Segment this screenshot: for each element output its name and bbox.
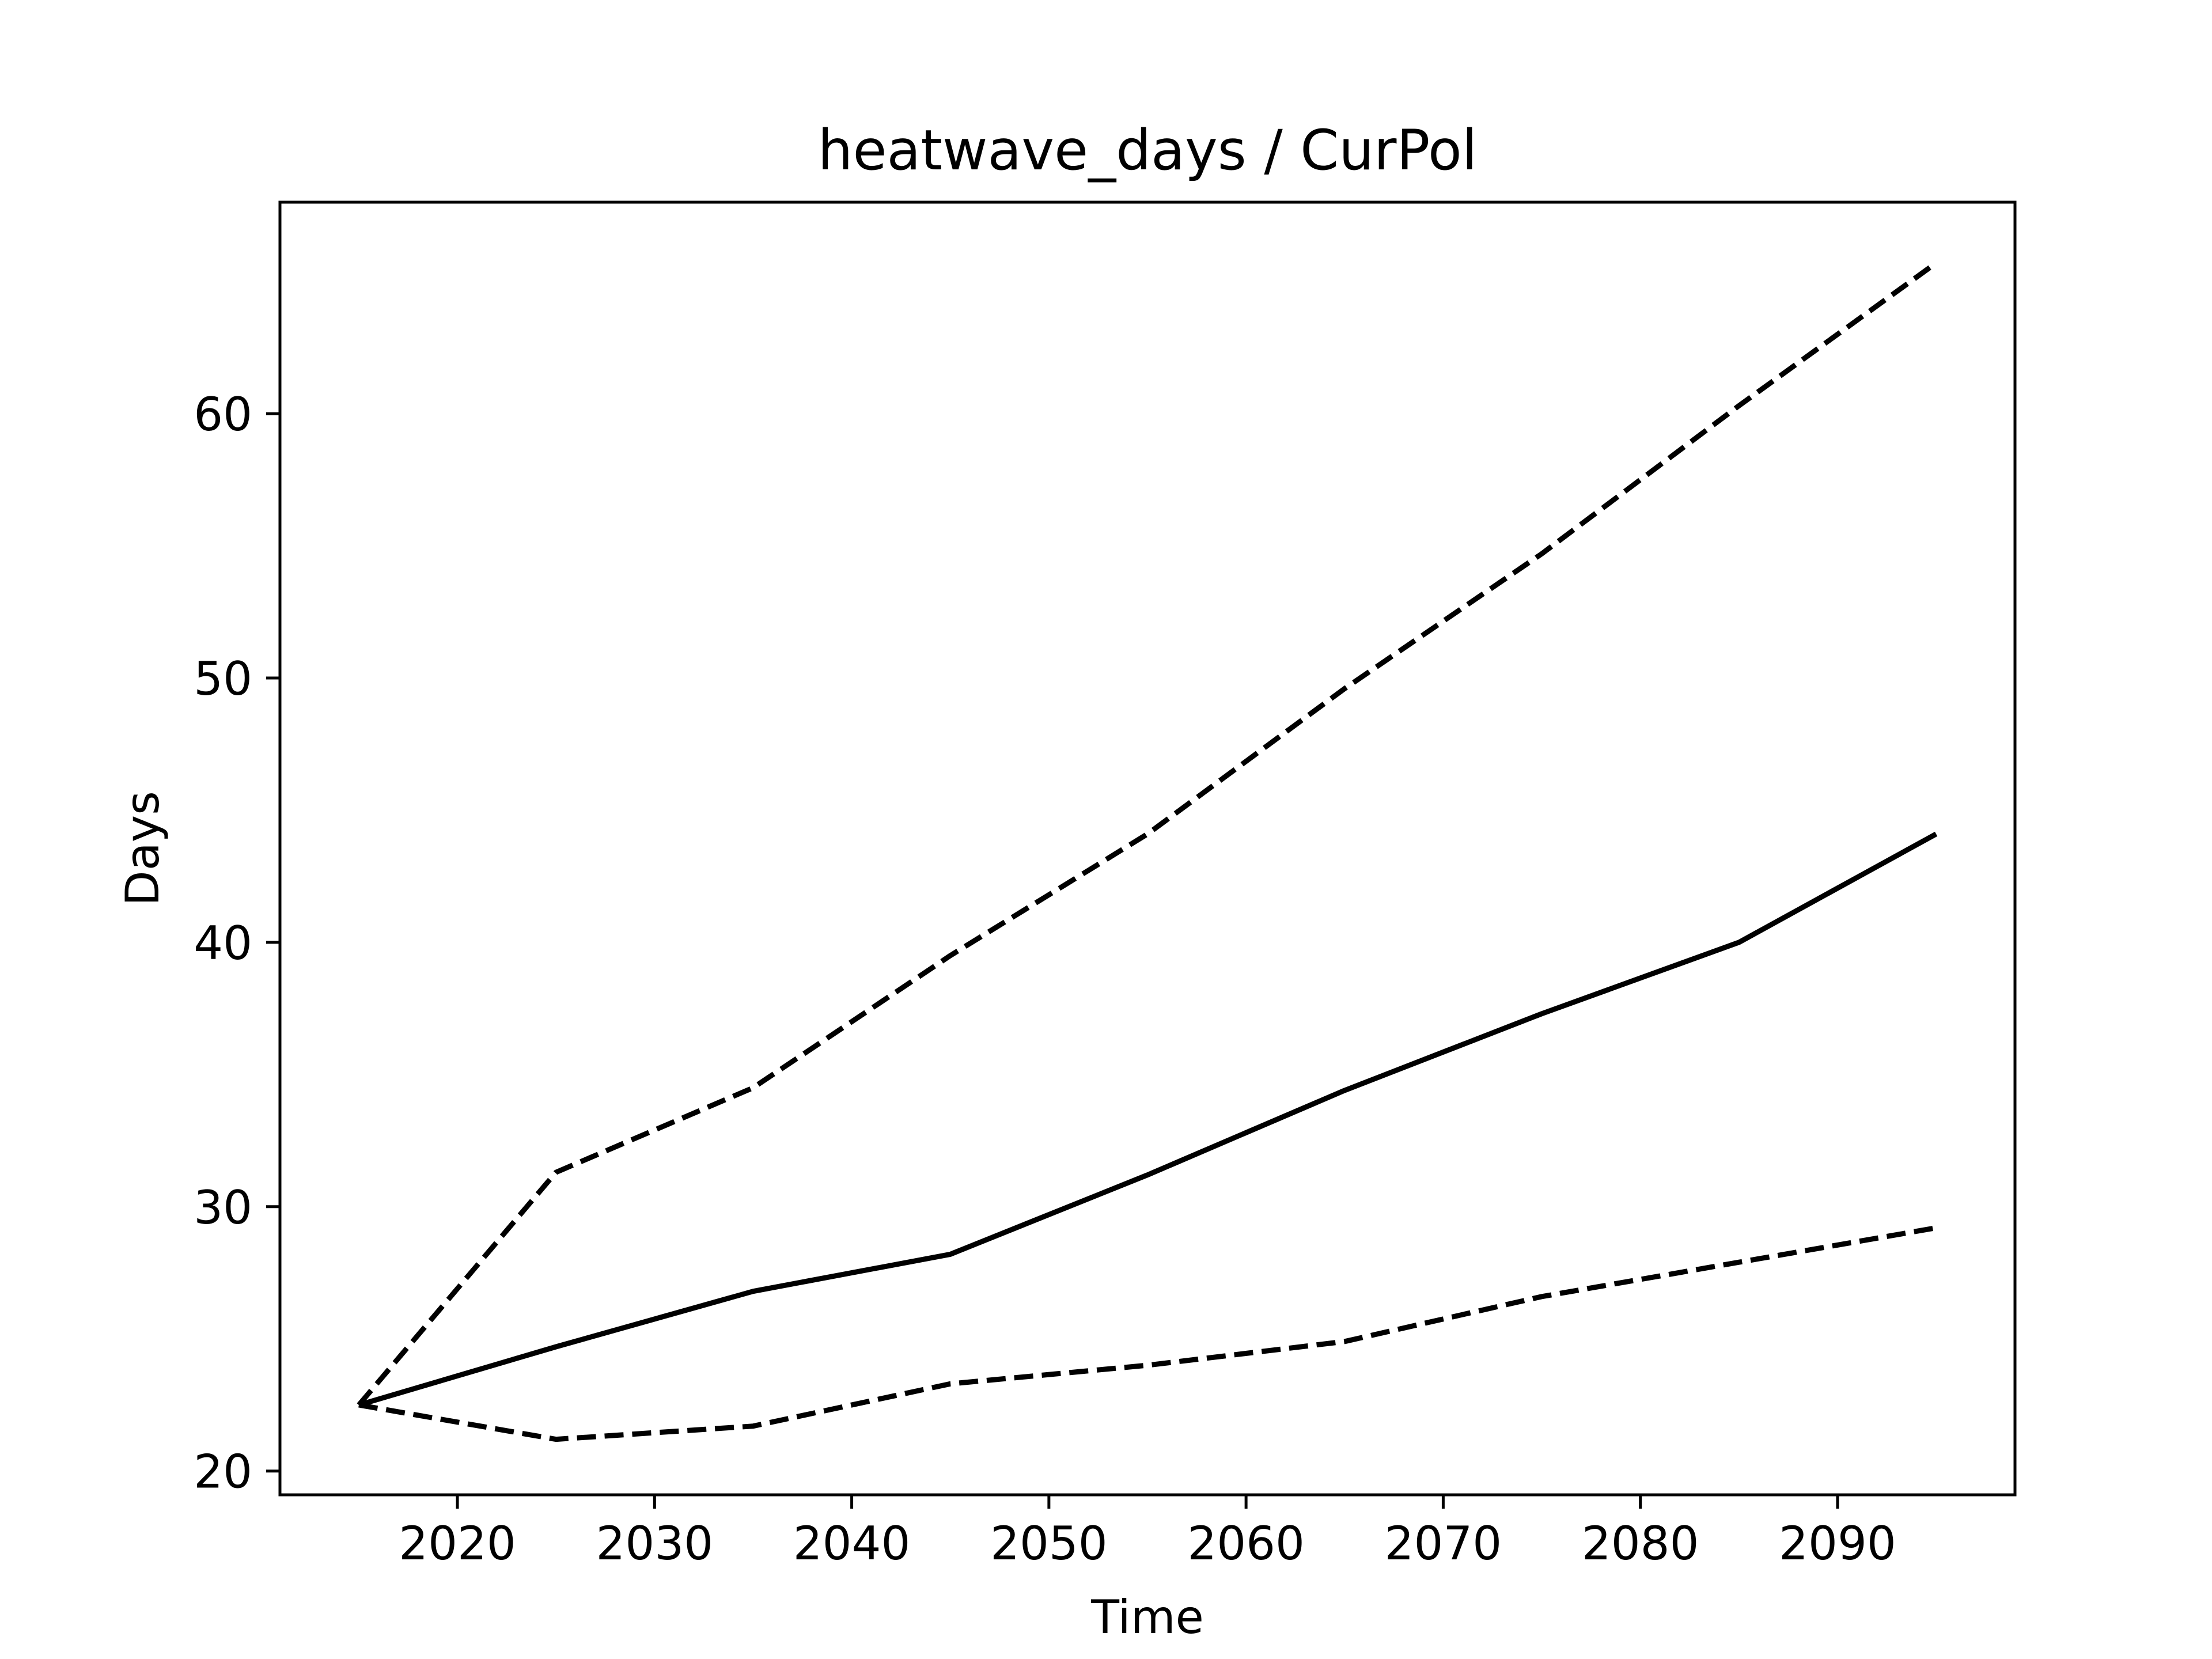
- chart-title: heatwave_days / CurPol: [818, 118, 1478, 183]
- y-axis: 20 30 40 50 60: [194, 388, 280, 1499]
- x-tick-label: 2040: [793, 1517, 911, 1570]
- x-axis: 2020 2030 2040 2050 2060 2070 2080 2090: [399, 1495, 1896, 1570]
- x-axis-label: Time: [1090, 1590, 1204, 1644]
- series-line-2-dashed: [357, 260, 1938, 1407]
- x-tick-label: 2060: [1187, 1517, 1305, 1570]
- plot-frame: [278, 200, 2017, 1497]
- y-tick-label: 50: [194, 652, 252, 706]
- y-tick-label: 30: [194, 1181, 252, 1234]
- x-tick-label: 2020: [399, 1517, 516, 1570]
- x-tick-label: 2050: [990, 1517, 1108, 1570]
- y-tick-label: 20: [194, 1445, 252, 1499]
- y-tick-label: 40: [194, 916, 252, 970]
- y-tick-label: 60: [194, 388, 252, 441]
- x-tick-label: 2080: [1582, 1517, 1699, 1570]
- x-tick-label: 2030: [596, 1517, 714, 1570]
- series-line-3-dashed: [358, 1225, 1937, 1442]
- series-layer: [357, 260, 1938, 1442]
- x-tick-label: 2090: [1779, 1517, 1896, 1570]
- y-axis-label: Days: [116, 791, 169, 906]
- x-tick-label: 2070: [1385, 1517, 1502, 1570]
- series-line-1-solid: [358, 831, 1938, 1408]
